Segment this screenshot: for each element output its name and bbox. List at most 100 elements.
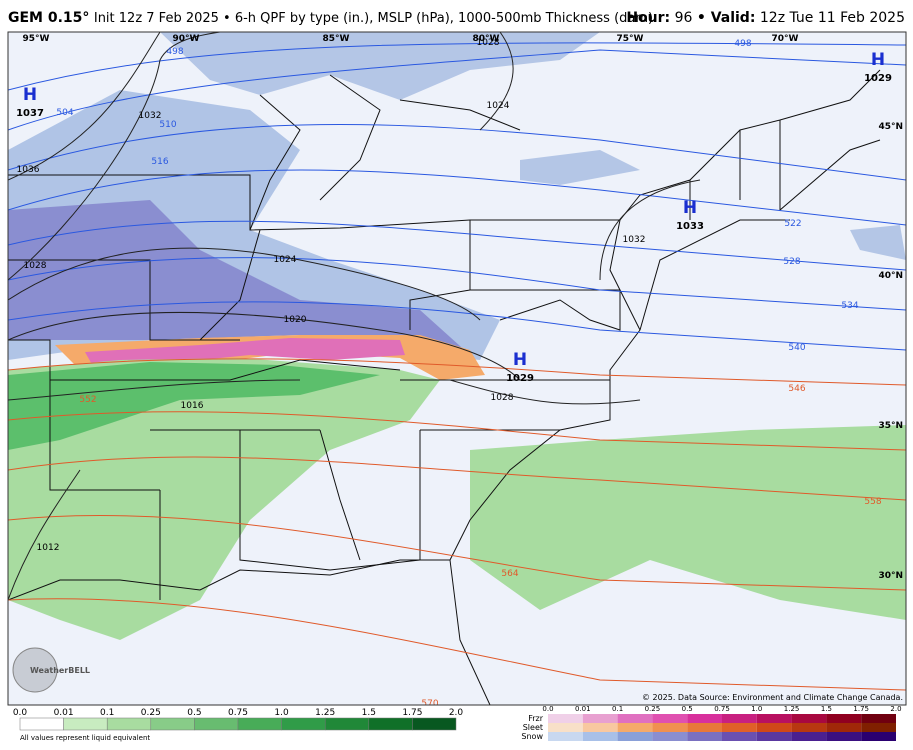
valid-label: • Valid:	[697, 10, 756, 26]
precip	[8, 32, 906, 640]
rain-tick: 0.25	[141, 708, 161, 718]
mixed-tick: 2.0	[890, 705, 901, 713]
isobar-label: 1028	[24, 261, 47, 271]
mixed-swatch	[861, 714, 896, 723]
hour-label: Hour:	[626, 10, 670, 26]
pressure-letter: H	[683, 198, 697, 218]
rain-tick: 1.25	[315, 708, 335, 718]
header-valid: Hour: 96 • Valid: 12z Tue 11 Feb 2025	[626, 10, 905, 26]
thickness-red	[8, 358, 906, 691]
rain-tick: 0.0	[13, 708, 28, 718]
pressure-value: 1029	[506, 373, 534, 384]
thickness-label: 498	[166, 47, 183, 57]
longitude-label: 80°W	[473, 34, 500, 44]
rain-light	[470, 425, 906, 620]
mixed-swatch	[652, 723, 688, 732]
mixed-tick: 0.01	[575, 705, 591, 713]
rain-tick: 0.75	[228, 708, 248, 718]
isobars	[8, 32, 701, 601]
mixed-swatch	[548, 723, 583, 732]
precip-type: Frzr	[528, 714, 544, 723]
rain-swatch	[324, 717, 370, 731]
thickness-label: 570	[421, 699, 438, 709]
mixed-swatch	[582, 732, 618, 741]
map-border	[7, 31, 907, 706]
model: GEM 0.15°	[8, 10, 89, 26]
mixed-swatch	[687, 732, 722, 741]
rain-tick: 1.0	[274, 708, 289, 718]
run: Init 12z 7 Feb 2025 • 6-h QPF by type (i…	[94, 11, 653, 26]
thickness-label: 540	[788, 343, 805, 353]
rain-moderate	[8, 362, 380, 450]
mixed-tick: 0.25	[645, 705, 661, 713]
rain-light	[8, 358, 440, 640]
thickness-label: 504	[56, 108, 73, 118]
longitude-label: 95°W	[23, 34, 50, 44]
mixed-tick: 1.75	[853, 705, 869, 713]
thickness-label: 528	[783, 257, 800, 267]
latitude-label: 30°N	[878, 571, 903, 581]
mixed-swatch	[548, 732, 583, 741]
mixed-swatch	[687, 723, 722, 732]
rain-swatch	[237, 717, 282, 731]
valid: 12z Tue 11 Feb 2025	[760, 10, 905, 26]
logo-mark	[12, 647, 58, 693]
mixed-tick: 1.25	[784, 705, 800, 713]
mixed-tick: 0.5	[682, 705, 693, 713]
mixed-swatch	[791, 732, 827, 741]
mixed-swatch	[722, 723, 757, 732]
header-title: GEM 0.15° Init 12z 7 Feb 2025 • 6-h QPF …	[8, 10, 653, 26]
rain-swatch	[150, 717, 195, 731]
rain-swatch	[194, 717, 239, 731]
thickness-label: 498	[734, 39, 751, 49]
thickness-label: 510	[159, 120, 176, 130]
isobar-label: 1016	[181, 401, 204, 411]
mixed-swatch	[617, 723, 653, 732]
isobar-label: 1032	[623, 235, 646, 245]
hour: 96	[675, 10, 693, 26]
isobar-label: 1024	[487, 101, 510, 111]
mixed-swatch	[861, 723, 896, 732]
mixed-swatch	[582, 714, 618, 723]
isobar-label: 1012	[37, 543, 60, 553]
isobar-label: 1036	[17, 165, 40, 175]
pressure-value: 1037	[16, 108, 44, 119]
pressure-letter: H	[871, 50, 885, 70]
mixed-swatch	[861, 732, 896, 741]
latitude-label: 35°N	[878, 421, 903, 431]
thickness-label: 522	[784, 219, 801, 229]
thickness-label: 534	[841, 301, 858, 311]
longitude-label: 75°W	[617, 34, 644, 44]
mixed-swatch	[617, 732, 653, 741]
thickness-label: 552	[79, 395, 96, 405]
mixed-tick: 0.1	[612, 705, 623, 713]
mixed-swatch	[826, 732, 862, 741]
mixed-swatch	[652, 714, 688, 723]
snow-light	[160, 32, 600, 100]
thickness-label: 546	[788, 384, 805, 394]
mixed-swatch	[652, 732, 688, 741]
legend-note: All values represent liquid equivalent	[20, 734, 150, 742]
pressure-value: 1029	[864, 73, 892, 84]
mixed-swatch	[756, 723, 792, 732]
mixed-tick: 1.0	[751, 705, 762, 713]
pressure-letter: H	[23, 85, 37, 105]
mixed-swatch	[791, 723, 827, 732]
rain-tick: 0.1	[100, 708, 114, 718]
latitude-label: 40°N	[878, 271, 903, 281]
rain-swatch	[106, 717, 152, 731]
isobar-label: 1028	[477, 38, 500, 48]
rain-swatch	[412, 717, 457, 731]
thickness-label: 558	[864, 497, 881, 507]
precip-type: Sleet	[523, 723, 543, 732]
latitude-label: 45°N	[878, 122, 903, 132]
thickness-label: 564	[501, 569, 518, 579]
rain-tick: 0.01	[54, 708, 74, 718]
longitude-label: 85°W	[323, 34, 350, 44]
mixed-swatch	[756, 732, 792, 741]
isobar-label: 1032	[139, 111, 162, 121]
mixed-swatch	[722, 732, 757, 741]
rain-swatch	[281, 717, 326, 731]
rain-tick: 0.5	[187, 708, 201, 718]
rain-swatch	[368, 717, 413, 731]
